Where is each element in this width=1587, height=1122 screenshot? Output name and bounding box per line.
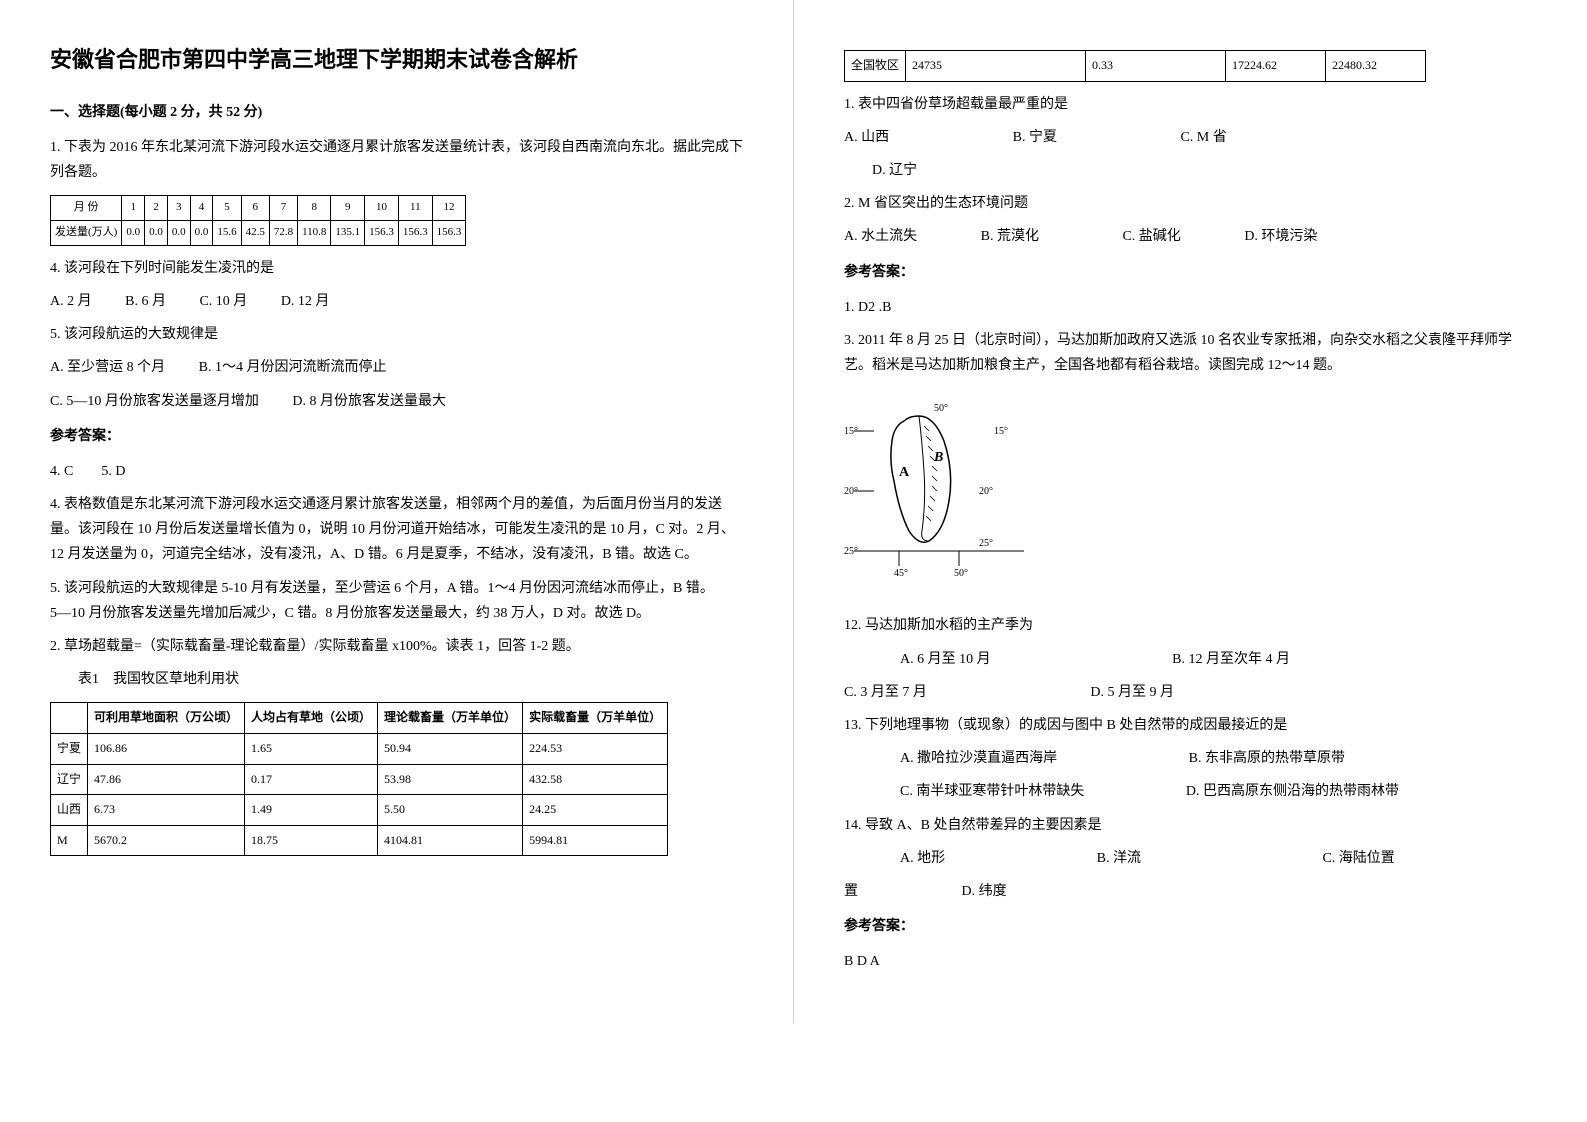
table-row: 宁夏 106.86 1.65 50.94 224.53	[51, 733, 668, 764]
map-label-a: A	[899, 465, 910, 480]
question-5: 5. 该河段航运的大致规律是	[50, 322, 743, 347]
answer-4-5: 4. C 5. D	[50, 459, 743, 484]
question-14-option-d: 置 D. 纬度	[844, 879, 1537, 904]
option-d: D. 辽宁	[872, 163, 917, 178]
month-data-table: 月 份 1 2 3 4 5 6 7 8 9 10 11 12 发送量(万人) 0…	[50, 195, 466, 246]
explanation-4: 4. 表格数值是东北某河流下游河段水运交通逐月累计旅客发送量，相邻两个月的差值，…	[50, 492, 743, 568]
option-a: A. 至少营运 8 个月	[50, 355, 165, 380]
option-b: B. 荒漠化	[981, 224, 1039, 249]
map-label: 25°	[979, 538, 993, 549]
question-1b-option-d: D. 辽宁	[844, 158, 1537, 183]
answer-label: 参考答案：	[50, 424, 743, 449]
option-c: C. 南半球亚寒带针叶林带缺失	[872, 779, 1084, 804]
map-hatching	[924, 426, 937, 521]
option-a: A. 地形	[872, 846, 945, 871]
question-13: 13. 下列地理事物（或现象）的成因与图中 B 处自然带的成因最接近的是	[844, 713, 1537, 738]
map-label: 15°	[994, 426, 1008, 437]
map-label-b: B	[933, 450, 943, 465]
map-label: 15°	[844, 426, 858, 437]
option-a: A. 撒哈拉沙漠直逼西海岸	[872, 746, 1057, 771]
map-label: 20°	[979, 486, 993, 497]
answer-label: 参考答案：	[844, 260, 1537, 285]
map-label: 25°	[844, 546, 858, 557]
option-c: C. 10 月	[199, 289, 247, 314]
answer-12-14: B D A	[844, 949, 1537, 974]
section-heading: 一、选择题(每小题 2 分，共 52 分)	[50, 100, 743, 125]
option-c: C. M 省	[1180, 125, 1226, 150]
row-label: 发送量(万人)	[51, 220, 122, 245]
map-label: 50°	[954, 568, 968, 579]
question-3-intro: 3. 2011 年 8 月 25 日（北京时间），马达加斯加政府又选派 10 名…	[844, 328, 1537, 378]
answer-label: 参考答案：	[844, 914, 1537, 939]
explanation-5: 5. 该河段航运的大致规律是 5-10 月有发送量，至少营运 6 个月，A 错。…	[50, 576, 743, 626]
table-header-row: 可利用草地面积（万公顷） 人均占有草地（公顷） 理论载畜量（万羊单位） 实际载畜…	[51, 703, 668, 734]
option-a: A. 水土流失	[844, 224, 917, 249]
document-title: 安徽省合肥市第四中学高三地理下学期期末试卷含解析	[50, 40, 743, 80]
option-a: A. 山西	[844, 125, 889, 150]
usage-table: 可利用草地面积（万公顷） 人均占有草地（公顷） 理论载畜量（万羊单位） 实际载畜…	[50, 702, 668, 856]
question-2b: 2. M 省区突出的生态环境问题	[844, 191, 1537, 216]
question-2-intro: 2. 草场超载量=（实际载畜量-理论载畜量）/实际载畜量 x100%。读表 1，…	[50, 634, 743, 659]
question-13-options-cd: C. 南半球亚寒带针叶林带缺失 D. 巴西高原东侧沿海的热带雨林带	[844, 779, 1537, 804]
option-b: B. 12 月至次年 4 月	[1144, 647, 1290, 672]
map-label: 45°	[894, 568, 908, 579]
table1-caption: 表1 我国牧区草地利用状	[50, 667, 743, 692]
question-2b-options: A. 水土流失 B. 荒漠化 C. 盐碱化 D. 环境污染	[844, 224, 1537, 249]
question-4-options: A. 2 月 B. 6 月 C. 10 月 D. 12 月	[50, 289, 743, 314]
question-5-options-cd: C. 5―10 月份旅客发送量逐月增加 D. 8 月份旅客发送量最大	[50, 389, 743, 414]
option-c: C. 3 月至 7 月	[844, 680, 927, 705]
option-d: D. 8 月份旅客发送量最大	[292, 389, 446, 414]
national-row-table: 全国牧区 24735 0.33 17224.62 22480.32	[844, 50, 1426, 82]
table-row: 月 份 1 2 3 4 5 6 7 8 9 10 11 12	[51, 196, 466, 221]
map-divider	[919, 416, 929, 541]
question-1-intro: 1. 下表为 2016 年东北某河流下游河段水运交通逐月累计旅客发送量统计表，该…	[50, 135, 743, 185]
question-12: 12. 马达加斯加水稻的主产季为	[844, 613, 1537, 638]
table-row: 辽宁 47.86 0.17 53.98 432.58	[51, 764, 668, 795]
right-column: 全国牧区 24735 0.33 17224.62 22480.32 1. 表中四…	[794, 0, 1587, 1023]
option-a: A. 6 月至 10 月	[872, 647, 991, 672]
question-1b-options: A. 山西 B. 宁夏 C. M 省	[844, 125, 1537, 150]
option-d: D. 环境污染	[1244, 224, 1317, 249]
question-14: 14. 导致 A、B 处自然带差异的主要因素是	[844, 813, 1537, 838]
question-12-options-cd: C. 3 月至 7 月 D. 5 月至 9 月	[844, 680, 1537, 705]
question-5-options-ab: A. 至少营运 8 个月 B. 1～4 月份因河流断流而停止	[50, 355, 743, 380]
table-row: 山西 6.73 1.49 5.50 24.25	[51, 795, 668, 826]
table-row: 全国牧区 24735 0.33 17224.62 22480.32	[845, 51, 1426, 82]
option-c: C. 5―10 月份旅客发送量逐月增加	[50, 389, 259, 414]
option-b: B. 6 月	[125, 289, 166, 314]
option-c: C. 盐碱化	[1122, 224, 1180, 249]
option-c: C. 海陆位置	[1294, 846, 1394, 871]
madagascar-map: 15° 20° 25° 45° 50° 50° 15° 20° 25° A B	[844, 401, 1044, 581]
question-13-options-ab: A. 撒哈拉沙漠直逼西海岸 B. 东非高原的热带草原带	[844, 746, 1537, 771]
map-label: 50°	[934, 403, 948, 414]
option-d: D. 5 月至 9 月	[1090, 680, 1174, 705]
map-label: 20°	[844, 486, 858, 497]
question-14-options-abc: A. 地形 B. 洋流 C. 海陆位置	[844, 846, 1537, 871]
option-b: B. 1～4 月份因河流断流而停止	[199, 355, 387, 380]
row-label: 月 份	[51, 196, 122, 221]
option-d: D. 纬度	[962, 884, 1007, 899]
option-d: D. 12 月	[281, 289, 330, 314]
question-1b: 1. 表中四省份草场超载量最严重的是	[844, 92, 1537, 117]
option-b: B. 东非高原的热带草原带	[1161, 746, 1345, 771]
left-column: 安徽省合肥市第四中学高三地理下学期期末试卷含解析 一、选择题(每小题 2 分，共…	[0, 0, 794, 1023]
option-d: D. 巴西高原东侧沿海的热带雨林带	[1158, 779, 1399, 804]
option-b: B. 洋流	[1069, 846, 1141, 871]
question-12-options-ab: A. 6 月至 10 月 B. 12 月至次年 4 月	[844, 647, 1537, 672]
table-row: 发送量(万人) 0.0 0.0 0.0 0.0 15.6 42.5 72.8 1…	[51, 220, 466, 245]
question-4: 4. 该河段在下列时间能发生凌汛的是	[50, 256, 743, 281]
option-a: A. 2 月	[50, 289, 92, 314]
option-b: B. 宁夏	[1013, 125, 1057, 150]
answer-1-2: 1. D2 .B	[844, 295, 1537, 320]
table-row: M 5670.2 18.75 4104.81 5994.81	[51, 825, 668, 856]
